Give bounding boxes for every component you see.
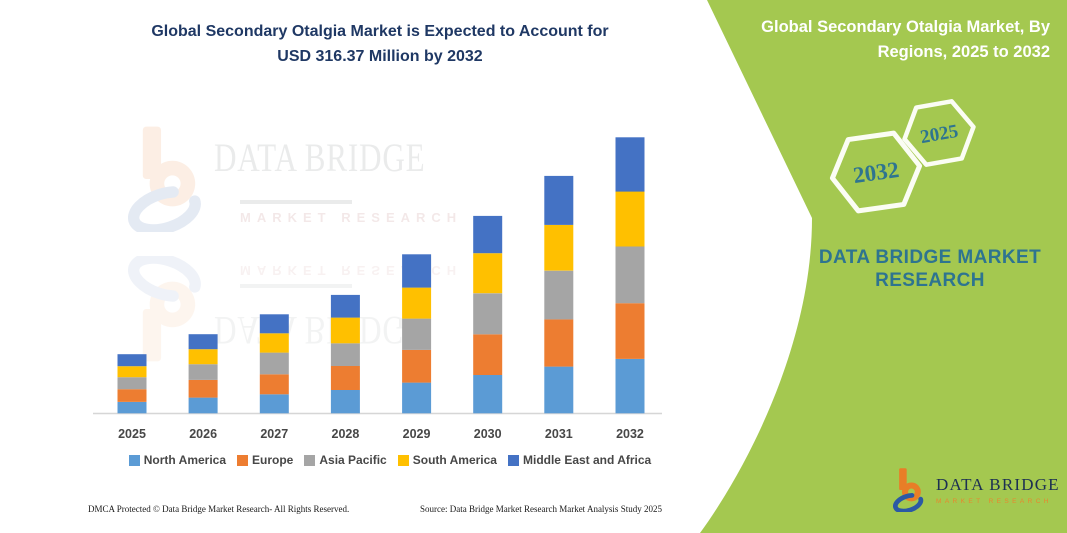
legend-swatch-icon bbox=[507, 454, 519, 466]
bar-segment-2030-north-america bbox=[473, 375, 503, 414]
dbmr-logo-tagline: MARKET RESEARCH bbox=[936, 498, 1052, 505]
bar-segment-2032-asia-pacific bbox=[615, 246, 645, 304]
bar-segment-2028-europe bbox=[330, 366, 360, 390]
dbmr-logo-mark-icon bbox=[893, 468, 924, 512]
bar-segment-2028-middle-east-and-africa bbox=[330, 294, 360, 318]
x-axis-label-2030: 2030 bbox=[474, 427, 502, 441]
hexagon-year-2025: 2025 bbox=[919, 121, 960, 148]
legend-label: North America bbox=[143, 453, 227, 467]
bar-segment-2029-south-america bbox=[402, 287, 432, 319]
bar-segment-2030-asia-pacific bbox=[473, 293, 503, 335]
bar-segment-2025-south-america bbox=[117, 366, 147, 378]
x-axis-label-2032: 2032 bbox=[616, 427, 644, 441]
bar-segment-2029-asia-pacific bbox=[402, 318, 432, 350]
bar-segment-2028-north-america bbox=[330, 390, 360, 414]
bar-segment-2026-north-america bbox=[188, 397, 218, 414]
bar-segment-2029-europe bbox=[402, 349, 432, 383]
bar-segment-2027-middle-east-and-africa bbox=[259, 314, 289, 334]
green-panel-shape bbox=[700, 0, 1067, 533]
bar-segment-2031-north-america bbox=[544, 366, 574, 414]
bar-segment-2027-asia-pacific bbox=[259, 352, 289, 375]
bar-segment-2025-north-america bbox=[117, 402, 147, 414]
bar-segment-2026-europe bbox=[188, 379, 218, 398]
legend-label: Europe bbox=[252, 453, 294, 467]
legend-swatch-icon bbox=[397, 454, 409, 466]
bar-segment-2032-middle-east-and-africa bbox=[615, 137, 645, 192]
bar-segment-2031-middle-east-and-africa bbox=[544, 175, 574, 225]
bar-segment-2026-asia-pacific bbox=[188, 364, 218, 380]
legend-item-middle-east-and-africa: Middle East and Africa bbox=[507, 453, 652, 467]
x-axis-label-2026: 2026 bbox=[189, 427, 217, 441]
brand-wordmark: DATA BRIDGE MARKET RESEARCH bbox=[795, 246, 1065, 292]
bar-segment-2028-asia-pacific bbox=[330, 343, 360, 366]
bar-segment-2026-south-america bbox=[188, 349, 218, 365]
legend-item-north-america: North America bbox=[128, 453, 227, 467]
chart-legend: North America Europe Asia Pacific South Ame… bbox=[78, 453, 702, 467]
bar-segment-2028-south-america bbox=[330, 317, 360, 344]
bar-segment-2027-north-america bbox=[259, 394, 289, 414]
panel-title-line1: Global Secondary Otalgia Market, By bbox=[761, 18, 1050, 36]
bar-segment-2030-europe bbox=[473, 334, 503, 375]
legend-swatch-icon bbox=[304, 454, 316, 466]
bar-segment-2031-asia-pacific bbox=[544, 270, 574, 320]
year-hexagons: 2032 2025 bbox=[829, 99, 976, 214]
x-axis-label-2031: 2031 bbox=[545, 427, 573, 441]
legend-label: Middle East and Africa bbox=[522, 453, 652, 467]
legend-label: South America bbox=[412, 453, 497, 467]
legend-item-asia-pacific: Asia Pacific bbox=[304, 453, 387, 467]
bar-segment-2025-asia-pacific bbox=[117, 377, 147, 390]
bar-segment-2032-europe bbox=[615, 303, 645, 359]
bar-segment-2030-middle-east-and-africa bbox=[473, 215, 503, 254]
legend-label: Asia Pacific bbox=[319, 453, 387, 467]
dbmr-logo-name: DATA BRIDGE bbox=[936, 475, 1060, 494]
bar-segment-2032-south-america bbox=[615, 191, 645, 247]
x-axis-label-2029: 2029 bbox=[403, 427, 431, 441]
x-axis-label-2028: 2028 bbox=[332, 427, 360, 441]
hexagon-outline-icon bbox=[902, 99, 976, 167]
dbmr-logo-text: DATA BRIDGE MARKET RESEARCH bbox=[936, 475, 1060, 505]
panel-title: Global Secondary Otalgia Market, By Regi… bbox=[720, 15, 1050, 65]
legend-item-south-america: South America bbox=[397, 453, 497, 467]
brand-wordmark-line2: RESEARCH bbox=[875, 270, 985, 291]
x-axis-label-2027: 2027 bbox=[260, 427, 288, 441]
legend-swatch-icon bbox=[128, 454, 140, 466]
hexagon-outline-icon bbox=[829, 130, 923, 214]
dbmr-logo: DATA BRIDGE MARKET RESEARCH bbox=[893, 468, 1060, 512]
bar-segment-2026-middle-east-and-africa bbox=[188, 334, 218, 350]
bar-segment-2027-europe bbox=[259, 374, 289, 395]
bar-segment-2025-europe bbox=[117, 389, 147, 402]
chart-title-line1: Global Secondary Otalgia Market is Expec… bbox=[151, 23, 609, 40]
dmca-footer-text: DMCA Protected © Data Bridge Market Rese… bbox=[88, 504, 350, 514]
bar-segment-2031-europe bbox=[544, 319, 574, 367]
chart-title-line2: USD 316.37 Million by 2032 bbox=[277, 48, 483, 65]
bar-segment-2027-south-america bbox=[259, 333, 289, 353]
legend-swatch-icon bbox=[237, 454, 249, 466]
bar-segment-2025-middle-east-and-africa bbox=[117, 354, 147, 367]
panel-title-line2: Regions, 2025 to 2032 bbox=[877, 43, 1050, 61]
bar-segment-2029-north-america bbox=[402, 382, 432, 414]
bar-segment-2029-middle-east-and-africa bbox=[402, 254, 432, 288]
chart-title: Global Secondary Otalgia Market is Expec… bbox=[58, 19, 702, 69]
x-axis-label-2025: 2025 bbox=[118, 427, 146, 441]
bar-segment-2031-south-america bbox=[544, 224, 574, 271]
hexagon-year-2032: 2032 bbox=[852, 157, 901, 188]
brand-wordmark-line1: DATA BRIDGE MARKET bbox=[818, 247, 1042, 268]
source-footer-text: Source: Data Bridge Market Research Mark… bbox=[420, 504, 662, 514]
bar-segment-2032-north-america bbox=[615, 358, 645, 414]
legend-item-europe: Europe bbox=[237, 453, 293, 467]
bar-segment-2030-south-america bbox=[473, 253, 503, 294]
